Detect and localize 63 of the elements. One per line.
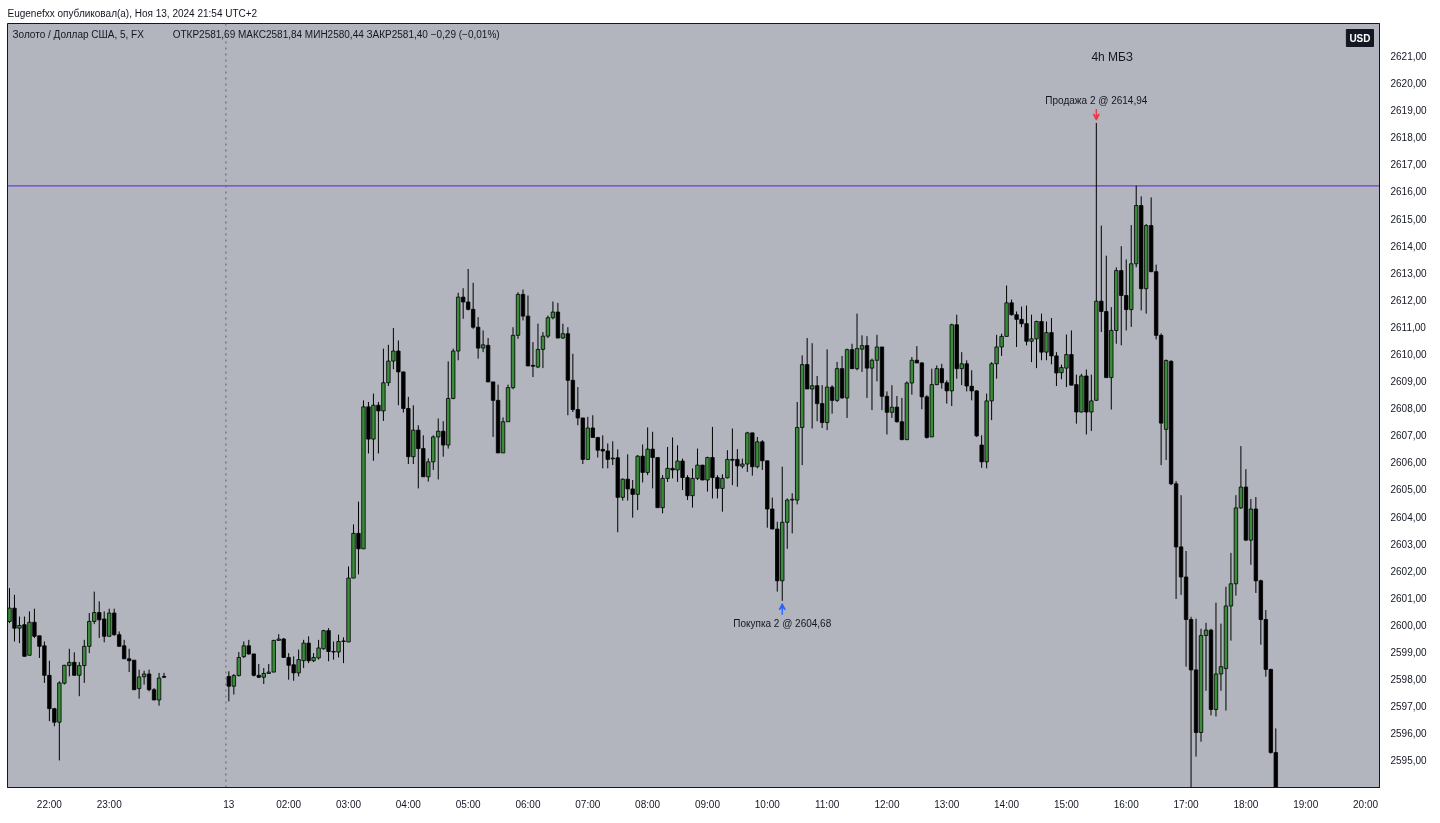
y-tick-label: 2599,00	[1390, 647, 1428, 659]
x-tick-label: 15:00	[1053, 798, 1080, 810]
y-tick-label: 2603,00	[1390, 538, 1428, 550]
y-tick-label: 2618,00	[1390, 132, 1428, 144]
y-tick-label: 2620,00	[1390, 78, 1428, 90]
y-tick-label: 2615,00	[1390, 213, 1428, 225]
y-tick-label: 2605,00	[1390, 484, 1428, 496]
x-tick-label: 05:00	[455, 798, 482, 810]
y-tick-label: 2601,00	[1390, 592, 1428, 604]
x-tick-label: 13	[223, 798, 235, 810]
x-tick-label: 04:00	[395, 798, 422, 810]
y-tick-label: 2611,00	[1390, 321, 1427, 333]
y-tick-label: 2621,00	[1390, 51, 1428, 63]
candlestick	[156, 672, 162, 707]
y-tick-label: 2598,00	[1390, 674, 1428, 686]
x-tick-label: 19:00	[1293, 798, 1319, 810]
candlestick	[141, 670, 147, 686]
annotation: Покупка 2 @ 2604,68	[733, 617, 832, 629]
y-tick-label: 2602,00	[1390, 565, 1428, 577]
y-tick-label: 2616,00	[1390, 186, 1428, 198]
text: Eugenefxx опубликовал(а), Ноя 13, 2024 21:54 UTC+2	[7, 7, 258, 19]
y-tick-label: 2609,00	[1390, 376, 1428, 388]
x-tick-label: 02:00	[276, 798, 302, 810]
x-tick-label: 10:00	[754, 798, 781, 810]
x-tick-label: 14:00	[994, 798, 1020, 810]
x-tick-label: 09:00	[694, 798, 721, 810]
y-tick-label: 2595,00	[1390, 755, 1428, 767]
y-tick-label: 2612,00	[1390, 294, 1428, 306]
y-tick-label: 2597,00	[1390, 701, 1428, 713]
text: ОТКР2581,69 МАКС2581,84 МИН2580,44 ЗАКР2581,40 −0,29 (−0,01%)	[172, 28, 500, 40]
x-tick-label: 23:00	[96, 798, 123, 810]
y-tick-label: 2607,00	[1390, 430, 1428, 442]
annotation: Продажа 2 @ 2614,94	[1045, 94, 1148, 106]
text: Золото / Доллар США, 5, FX	[12, 28, 145, 40]
x-tick-label: 16:00	[1113, 798, 1140, 810]
y-tick-label: 2600,00	[1390, 619, 1428, 631]
x-tick-label: 12:00	[874, 798, 900, 810]
y-tick-label: 2617,00	[1390, 159, 1428, 171]
candlestick	[864, 335, 870, 399]
y-tick-label: 2596,00	[1390, 728, 1428, 740]
y-tick-label: 2614,00	[1390, 240, 1428, 252]
y-tick-label: 2610,00	[1390, 349, 1428, 361]
candlestick	[854, 313, 860, 371]
candlestick	[889, 384, 895, 419]
y-tick-label: 2608,00	[1390, 403, 1428, 415]
x-tick-label: 18:00	[1233, 798, 1259, 810]
y-tick-label: 2619,00	[1390, 105, 1428, 117]
x-tick-label: 11:00	[814, 798, 840, 810]
x-tick-label: 03:00	[335, 798, 362, 810]
y-tick-label: 2604,00	[1390, 511, 1428, 523]
x-tick-label: 17:00	[1173, 798, 1200, 810]
y-axis-title: USD	[1349, 32, 1371, 44]
x-tick-label: 13:00	[934, 798, 960, 810]
annotation: 4h МБЗ	[1091, 49, 1134, 64]
x-tick-label: 07:00	[575, 798, 601, 810]
candlestick	[859, 334, 865, 373]
candlestick	[535, 323, 541, 369]
x-tick-label: 08:00	[635, 798, 661, 810]
x-tick-label: 20:00	[1353, 798, 1379, 810]
y-tick-label: 2613,00	[1390, 267, 1428, 279]
x-tick-label: 22:00	[36, 798, 63, 810]
x-tick-label: 06:00	[515, 798, 541, 810]
y-tick-label: 2606,00	[1390, 457, 1428, 469]
